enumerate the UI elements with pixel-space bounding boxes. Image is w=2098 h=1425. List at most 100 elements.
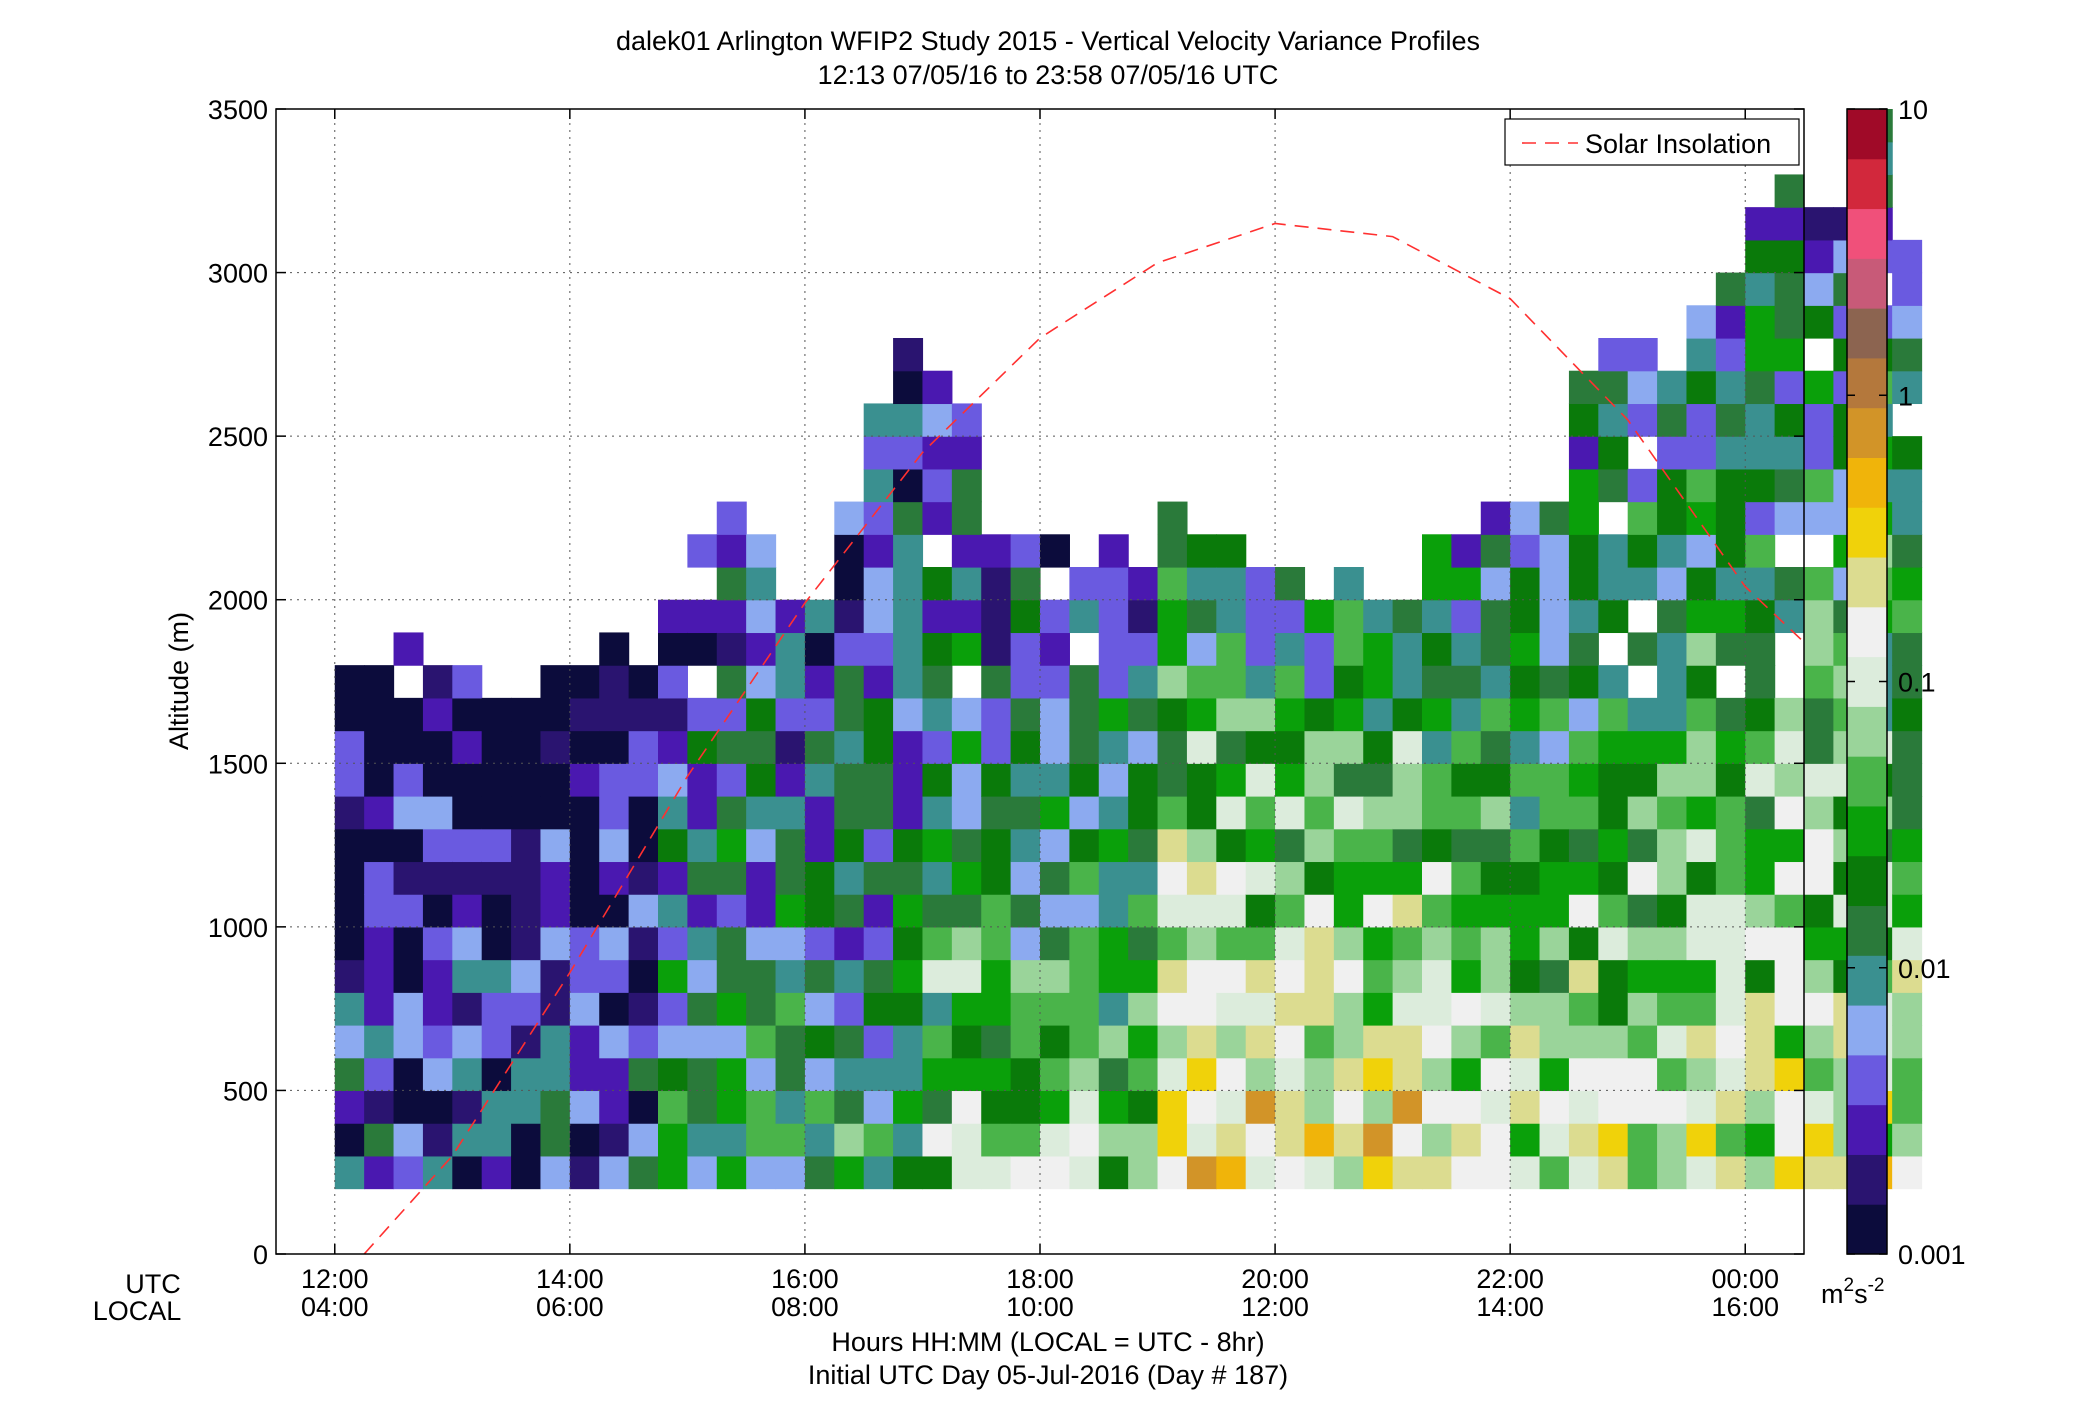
heatmap-cell [687, 730, 718, 764]
heatmap-cell [1598, 861, 1629, 895]
heatmap-cell [511, 861, 542, 895]
heatmap-cell [1128, 665, 1159, 699]
heatmap-cell [1098, 1090, 1129, 1124]
heatmap-cell [1275, 828, 1306, 863]
heatmap-cell [540, 1090, 571, 1124]
heatmap-cell [1363, 959, 1394, 993]
heatmap-cell [746, 926, 777, 961]
heatmap-cell [1510, 567, 1541, 601]
heatmap-cell [1627, 959, 1658, 993]
heatmap-cell [1010, 697, 1041, 732]
heatmap-cell [951, 1025, 982, 1059]
heatmap-cell [1598, 828, 1629, 863]
heatmap-cell [893, 665, 924, 699]
heatmap-cell [511, 926, 542, 961]
heatmap-cell [1040, 1057, 1070, 1092]
x-tick-label-local: 16:00 [1711, 1292, 1779, 1322]
heatmap-cell [1892, 665, 1923, 699]
heatmap-cell [452, 730, 483, 764]
heatmap-cell [922, 1123, 953, 1157]
heatmap-cell [1745, 436, 1776, 470]
heatmap-cell [893, 1123, 924, 1157]
heatmap-cell [687, 1090, 718, 1124]
heatmap-cell [1715, 730, 1746, 764]
heatmap-cell [658, 1123, 688, 1157]
heatmap-cell [422, 665, 453, 699]
heatmap-cell [422, 1025, 453, 1059]
heatmap-cell [1157, 599, 1188, 634]
heatmap-cell [1804, 926, 1834, 961]
heatmap-cell [393, 1057, 424, 1092]
heatmap-cell [716, 665, 747, 699]
heatmap-cell [1275, 1090, 1306, 1124]
heatmap-cell [511, 992, 542, 1026]
heatmap-cell [1363, 632, 1394, 666]
heatmap-cell [1627, 1123, 1658, 1157]
heatmap-cell [658, 763, 688, 797]
heatmap-cell [1774, 207, 1805, 241]
heatmap-cell [1216, 828, 1247, 863]
heatmap-cell [364, 763, 395, 797]
heatmap-cell [481, 1090, 512, 1124]
heatmap-cell [422, 992, 453, 1026]
heatmap-cell [1627, 632, 1658, 666]
heatmap-cell [1245, 665, 1276, 699]
heatmap-cell [1451, 730, 1482, 764]
heatmap-cell [1598, 1090, 1629, 1124]
heatmap-cell [540, 926, 571, 961]
heatmap-cell [569, 796, 600, 830]
heatmap-cell [863, 599, 894, 634]
heatmap-cell [1480, 1155, 1511, 1190]
heatmap-cell [1216, 730, 1247, 764]
heatmap-cell [1451, 926, 1482, 961]
heatmap-cell [1275, 567, 1306, 601]
heatmap-cell [364, 992, 395, 1026]
heatmap-cell [1657, 763, 1688, 797]
heatmap-cell [687, 697, 718, 732]
heatmap-cell [1040, 861, 1070, 895]
heatmap-cell [687, 828, 718, 863]
heatmap-cell [863, 1123, 894, 1157]
heatmap-cell [687, 796, 718, 830]
heatmap-cell [1040, 1155, 1070, 1190]
heatmap-cell [863, 763, 894, 797]
heatmap-cell [422, 697, 453, 732]
heatmap-cell [393, 763, 424, 797]
heatmap-cell [1275, 861, 1306, 895]
heatmap-cell [1333, 959, 1364, 993]
heatmap-cell [1333, 1155, 1364, 1190]
heatmap-cell [1745, 959, 1776, 993]
heatmap-cell [1539, 501, 1570, 535]
heatmap-cell [658, 959, 688, 993]
heatmap-cell [951, 1057, 982, 1092]
heatmap-cell [599, 894, 630, 928]
heatmap-cell [393, 730, 424, 764]
heatmap-cell [893, 370, 924, 405]
heatmap-cell [1892, 894, 1923, 928]
heatmap-cell [834, 730, 865, 764]
heatmap-cell [1333, 926, 1364, 961]
heatmap-cell [1686, 534, 1717, 568]
heatmap-cell [364, 730, 395, 764]
heatmap-cell [863, 992, 894, 1026]
heatmap-cell [1774, 926, 1805, 961]
heatmap-cell [893, 632, 924, 666]
heatmap-cell [1715, 1155, 1746, 1190]
heatmap-cell [1539, 567, 1570, 601]
heatmap-cell [334, 796, 365, 830]
heatmap-cell [1304, 796, 1335, 830]
heatmap-cell [1657, 501, 1688, 535]
heatmap-cell [1010, 861, 1041, 895]
heatmap-cell [1363, 1155, 1394, 1190]
heatmap-cell [1892, 763, 1923, 797]
heatmap-cell [1363, 796, 1394, 830]
heatmap-cell [1892, 305, 1923, 339]
heatmap-cell [540, 665, 571, 699]
heatmap-cell [951, 567, 982, 601]
heatmap-cell [1333, 632, 1364, 666]
heatmap-cell [1715, 894, 1746, 928]
heatmap-cell [1627, 1090, 1658, 1124]
colorbar-segment [1847, 1054, 1887, 1106]
heatmap-cell [481, 992, 512, 1026]
heatmap-cell [1186, 665, 1217, 699]
